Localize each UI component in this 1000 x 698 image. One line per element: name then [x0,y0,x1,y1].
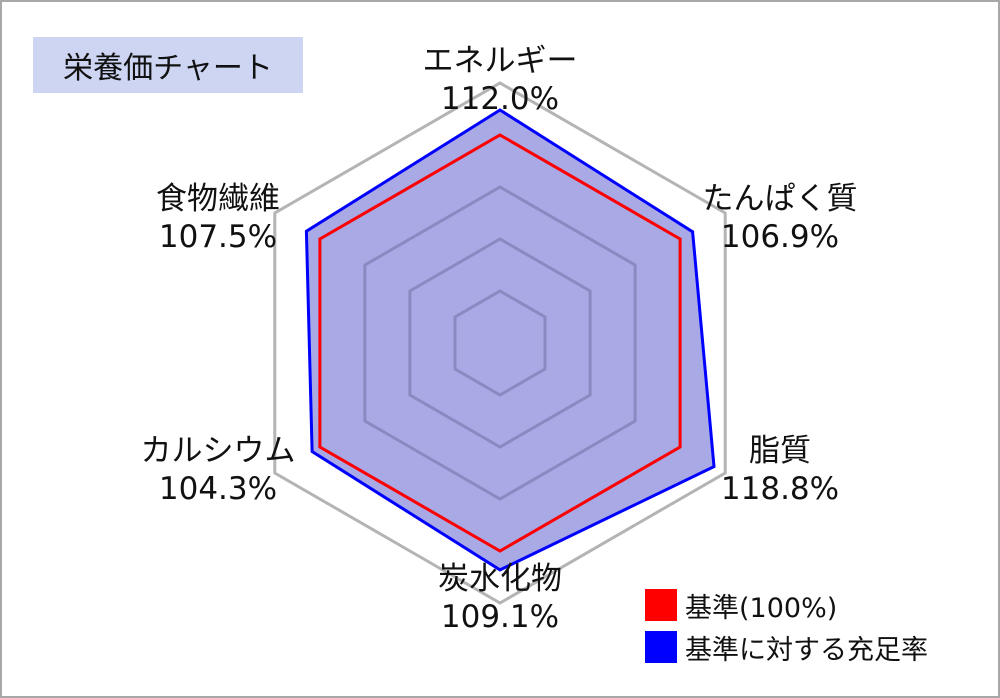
axis-value-label: 106.9% [720,219,840,255]
axis-value-label: 118.8% [720,471,840,507]
legend: 基準(100%) 基準に対する充足率 [645,587,928,671]
grid-ring-outer [273,81,727,605]
chart-title: 栄養価チャート [33,37,303,93]
series-fulfillment-area [306,110,714,570]
axis-label-3: 脂質 118.8% [721,432,839,508]
axis-category-label: カルシウム [140,433,296,469]
axis-category-label: 炭水化物 [438,561,562,597]
axis-category-label: 食物繊維 [156,181,280,217]
legend-item-baseline: 基準(100%) [645,587,928,624]
axis-value-label: 104.3% [158,471,278,507]
legend-item-fulfillment: 基準に対する充足率 [645,629,928,666]
axis-category-label: エネルギー [422,43,578,79]
axis-category-label: たんぱく質 [702,181,858,217]
axis-value-label: 109.1% [440,599,560,635]
axis-value-label: 112.0% [440,81,560,117]
grid-ring-3 [363,185,637,501]
axis-label-5: カルシウム 104.3% [141,432,296,508]
legend-swatch-fulfillment [645,631,677,663]
axis-category-label: 脂質 [748,433,811,469]
axis-label-1: エネルギー 112.0% [423,42,578,118]
axis-label-6: 食物繊維 107.5% [156,180,280,256]
grid-ring-1 [453,289,547,397]
legend-label-fulfillment: 基準に対する充足率 [685,634,928,666]
legend-swatch-baseline [645,589,677,621]
legend-label-baseline: 基準(100%) [685,592,838,624]
axis-label-2: たんぱく質 106.9% [703,180,858,256]
grid-ring-2 [408,237,592,449]
axis-value-label: 107.5% [158,219,278,255]
axis-label-4: 炭水化物 109.1% [438,560,562,636]
series-fulfillment-line [304,108,716,572]
series-baseline-line [318,133,682,553]
